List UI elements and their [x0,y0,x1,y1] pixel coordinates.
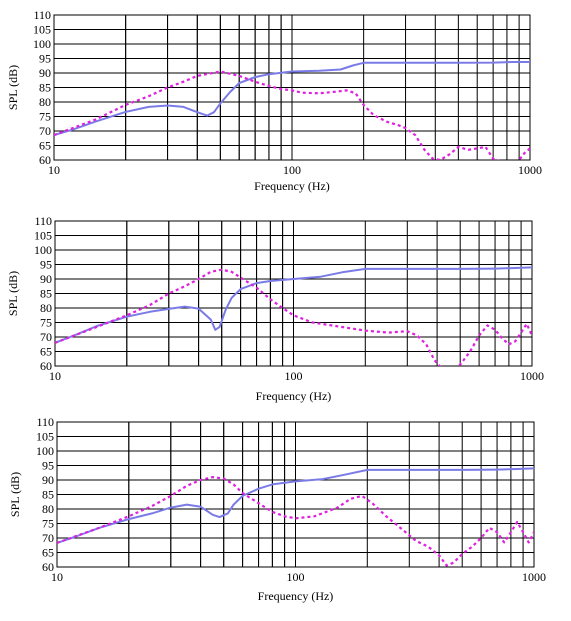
grid [57,421,534,568]
x-tick-label: 10 [48,163,60,177]
y-tick-label: 100 [33,37,51,51]
x-tick-label: 100 [285,369,303,383]
y-tick-label: 95 [39,52,51,66]
y-tick-label: 110 [34,214,52,228]
series-line-dotted [57,476,534,567]
y-tick-label: 100 [34,243,52,257]
y-tick-label: 85 [39,81,51,95]
y-tick-label: 75 [40,316,52,330]
series-line-solid [57,467,534,544]
y-tick-label: 75 [39,110,51,124]
y-tick-label: 70 [42,531,54,545]
x-axis-label: Frequency (Hz) [254,179,330,193]
y-axis-label: SPL (dB) [6,65,20,110]
y-tick-label: 70 [39,124,51,138]
x-tick-label: 10 [49,369,61,383]
y-tick-label: 85 [40,287,52,301]
grid [55,220,532,367]
y-tick-label: 80 [40,301,52,315]
x-tick-label: 100 [287,570,305,584]
y-tick-label: 65 [42,546,54,560]
y-tick-label: 105 [34,229,52,243]
y-tick-label: 80 [42,502,54,516]
y-axis-label: SPL (dB) [6,271,20,316]
y-tick-label: 105 [36,430,54,444]
grid [54,14,530,161]
y-tick-label: 90 [42,473,54,487]
series-group [55,266,532,366]
series-group [54,61,530,160]
y-tick-label: 60 [39,153,51,167]
y-tick-label: 80 [39,95,51,109]
y-tick-label: 65 [39,139,51,153]
y-tick-label: 85 [42,488,54,502]
x-tick-label: 1000 [522,570,546,584]
y-tick-label: 75 [42,517,54,531]
y-tick-label: 90 [40,272,52,286]
y-tick-label: 60 [40,359,52,373]
y-tick-label: 95 [42,459,54,473]
series-line-solid [55,266,532,344]
y-tick-label: 110 [36,415,54,429]
x-tick-label: 100 [283,163,301,177]
y-tick-label: 65 [40,345,52,359]
series-line-solid [54,61,530,137]
x-tick-label: 1000 [520,369,544,383]
y-axis-label: SPL (dB) [8,472,22,517]
y-tick-label: 95 [40,258,52,272]
series-group [57,467,534,567]
y-tick-label: 70 [40,330,52,344]
y-tick-label: 110 [33,8,51,22]
y-tick-label: 100 [36,444,54,458]
x-tick-label: 10 [51,570,63,584]
x-tick-label: 1000 [518,163,542,177]
y-tick-label: 90 [39,66,51,80]
x-axis-label: Frequency (Hz) [258,589,334,603]
y-tick-label: 105 [33,23,51,37]
x-axis-label: Frequency (Hz) [256,389,332,403]
series-line-dotted [54,70,530,160]
y-tick-label: 60 [42,560,54,574]
